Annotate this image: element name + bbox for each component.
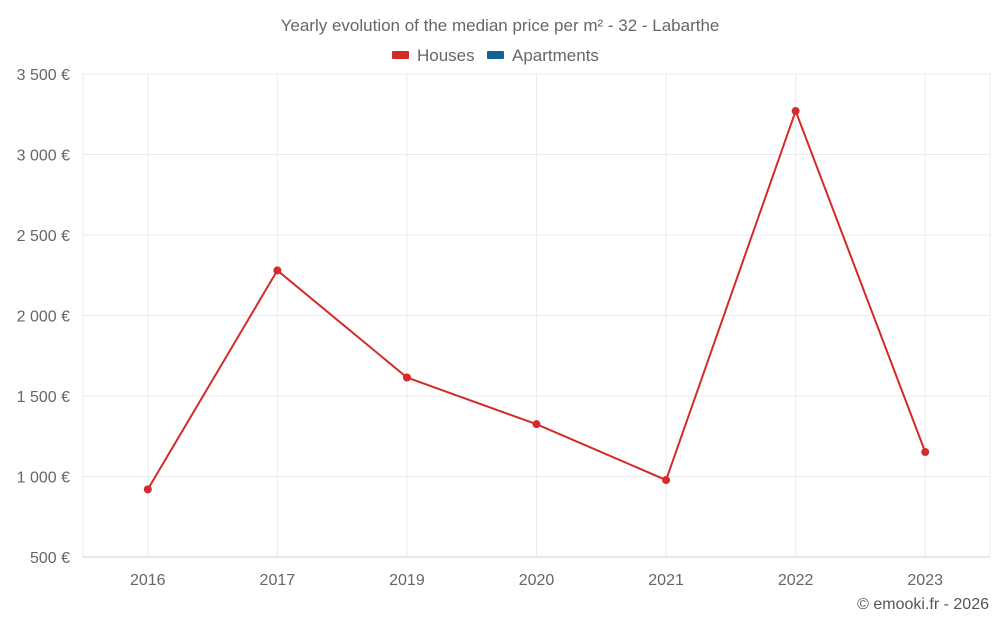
y-tick-label: 3 000 € — [17, 148, 70, 165]
legend-item-houses[interactable]: Houses — [392, 46, 475, 65]
legend-label-houses: Houses — [417, 46, 475, 65]
data-point[interactable] — [532, 420, 541, 429]
x-tick-label: 2021 — [648, 572, 684, 589]
legend-label-apartments: Apartments — [512, 46, 599, 65]
data-point[interactable] — [273, 266, 282, 275]
data-point[interactable] — [921, 448, 930, 457]
legend: Houses Apartments — [392, 46, 599, 65]
grid — [82, 73, 991, 557]
credit-text: © emooki.fr - 2026 — [857, 596, 989, 613]
x-tick-label: 2019 — [389, 572, 425, 589]
chart-title: Yearly evolution of the median price per… — [281, 16, 720, 35]
y-tick-label: 1 500 € — [17, 389, 70, 406]
legend-swatch-apartments — [487, 51, 504, 59]
x-tick-label: 2020 — [519, 572, 555, 589]
series-layer — [143, 107, 930, 494]
x-tick-label: 2023 — [907, 572, 943, 589]
y-tick-label: 500 € — [30, 550, 70, 567]
legend-swatch-houses — [392, 51, 409, 59]
y-tick-label: 2 000 € — [17, 309, 70, 326]
x-tick-label: 2017 — [260, 572, 296, 589]
axes: 500 € 1 000 € 1 500 € 2 000 € 2 500 € 3 000 €… — [17, 67, 990, 589]
y-tick-label: 3 500 € — [17, 67, 70, 84]
x-tick-label: 2022 — [778, 572, 814, 589]
legend-item-apartments[interactable]: Apartments — [487, 46, 599, 65]
y-tick-label: 2 500 € — [17, 228, 70, 245]
y-tick-label: 1 000 € — [17, 470, 70, 487]
data-point[interactable] — [662, 476, 671, 485]
data-point[interactable] — [143, 485, 152, 494]
data-point[interactable] — [402, 373, 411, 382]
data-point[interactable] — [791, 107, 800, 116]
x-tick-label: 2016 — [130, 572, 166, 589]
